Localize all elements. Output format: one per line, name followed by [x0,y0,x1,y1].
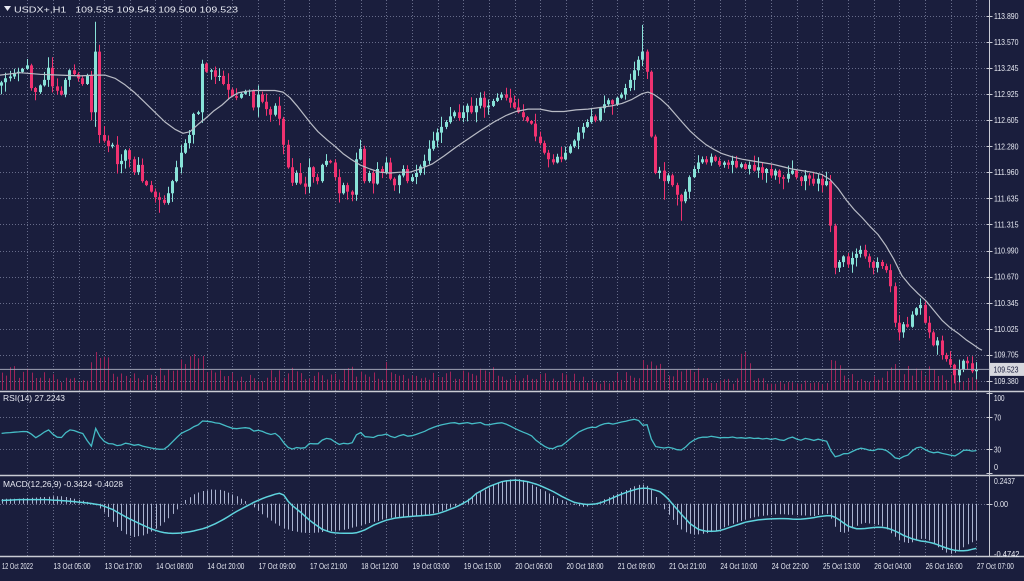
svg-text:110.670: 110.670 [994,272,1019,282]
svg-text:18 Oct 12:00: 18 Oct 12:00 [361,561,398,571]
svg-text:109.705: 109.705 [994,350,1019,360]
svg-text:13 Oct 05:00: 13 Oct 05:00 [54,561,91,571]
svg-text:26 Oct 04:00: 26 Oct 04:00 [874,561,911,571]
svg-text:0.2437: 0.2437 [994,476,1015,486]
svg-text:25 Oct 13:00: 25 Oct 13:00 [823,561,860,571]
svg-text:112.605: 112.605 [994,115,1019,125]
svg-text:27 Oct 07:00: 27 Oct 07:00 [977,561,1014,571]
svg-text:100: 100 [994,393,1005,403]
svg-text:109.380: 109.380 [994,376,1019,386]
svg-text:113.245: 113.245 [994,63,1019,73]
svg-text:21 Oct 09:00: 21 Oct 09:00 [618,561,655,571]
svg-text:111.960: 111.960 [994,167,1019,177]
svg-text:MACD(12,26,9) -0.3424 -0.4028: MACD(12,26,9) -0.3424 -0.4028 [3,479,123,489]
svg-text:113.570: 113.570 [994,37,1019,47]
svg-text:24 Oct 22:00: 24 Oct 22:00 [772,561,809,571]
svg-text:112.925: 112.925 [994,89,1019,99]
svg-text:26 Oct 16:00: 26 Oct 16:00 [926,561,963,571]
svg-text:111.315: 111.315 [994,219,1019,229]
svg-text:21 Oct 21:00: 21 Oct 21:00 [669,561,706,571]
svg-text:17 Oct 21:00: 17 Oct 21:00 [310,561,347,571]
svg-text:111.635: 111.635 [994,194,1019,204]
svg-text:12 Oct 2022: 12 Oct 2022 [2,561,33,571]
svg-text:30: 30 [994,444,1001,454]
svg-text:24 Oct 10:00: 24 Oct 10:00 [720,561,757,571]
svg-text:110.025: 110.025 [994,324,1019,334]
svg-text:-0.4742: -0.4742 [994,549,1020,559]
svg-text:14 Oct 08:00: 14 Oct 08:00 [156,561,193,571]
svg-text:110.345: 110.345 [994,298,1019,308]
svg-text:19 Oct 03:00: 19 Oct 03:00 [413,561,450,571]
svg-text:20 Oct 18:00: 20 Oct 18:00 [567,561,604,571]
svg-text:13 Oct 17:00: 13 Oct 17:00 [105,561,142,571]
svg-text:17 Oct 09:00: 17 Oct 09:00 [259,561,296,571]
svg-text:USDX+,H1 109.535 109.543 109: USDX+,H1 109.535 109.543 109.500 109.523 [14,5,238,15]
svg-text:20 Oct 06:00: 20 Oct 06:00 [515,561,552,571]
svg-text:19 Oct 15:00: 19 Oct 15:00 [464,561,501,571]
svg-text:70: 70 [994,412,1001,422]
svg-text:109.523: 109.523 [994,365,1019,375]
svg-text:112.280: 112.280 [994,141,1019,151]
svg-text:0.00: 0.00 [994,499,1008,509]
svg-text:0: 0 [994,462,998,472]
svg-text:113.890: 113.890 [994,11,1019,21]
svg-text:14 Oct 20:00: 14 Oct 20:00 [207,561,244,571]
svg-text:RSI(14) 27.2243: RSI(14) 27.2243 [3,393,65,403]
svg-text:110.990: 110.990 [994,246,1019,256]
